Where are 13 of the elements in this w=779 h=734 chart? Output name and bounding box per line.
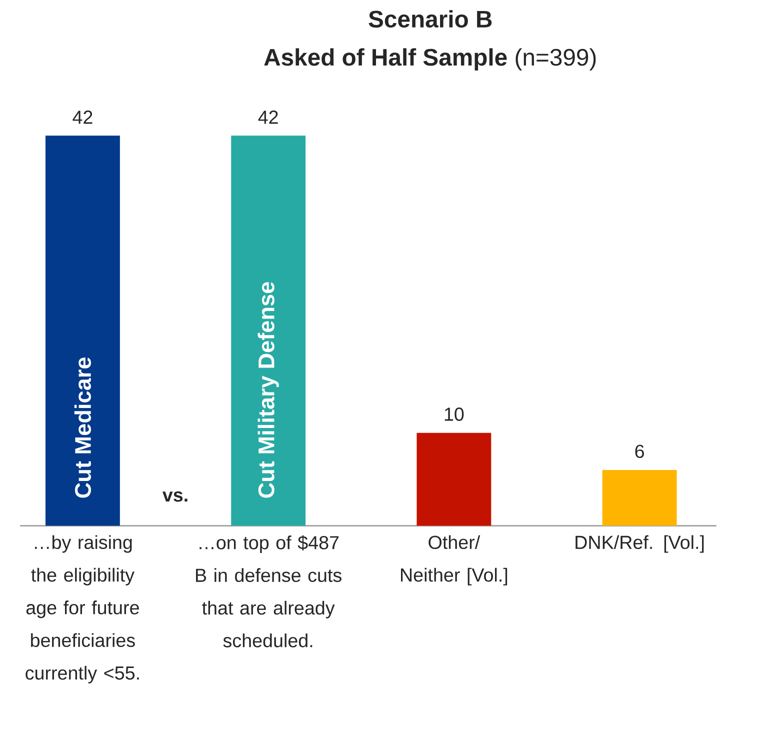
x-tick-label: …by raising the eligibility age for future beneficiaries currently <55. — [26, 535, 139, 684]
annotation: vs. — [162, 491, 188, 502]
data-label: 42 — [258, 110, 278, 124]
data-label: 10 — [444, 408, 464, 421]
annotation: Cut Military Defense — [258, 282, 279, 498]
data-label: 42 — [72, 110, 92, 124]
x-tick-label: DNK/Ref. [Vol.] — [576, 535, 704, 553]
chart-subtitle: Asked of Half Sample (n=399) — [264, 48, 596, 70]
data-label: 6 — [635, 444, 644, 458]
annotation: Cut Medicare — [74, 358, 92, 498]
x-tick-label: …on top of $487 B in defense cuts that are already scheduled. — [196, 535, 342, 648]
chart-title: Scenario B — [368, 10, 492, 28]
x-tick-label: Other/ Neither [Vol.] — [401, 535, 508, 586]
